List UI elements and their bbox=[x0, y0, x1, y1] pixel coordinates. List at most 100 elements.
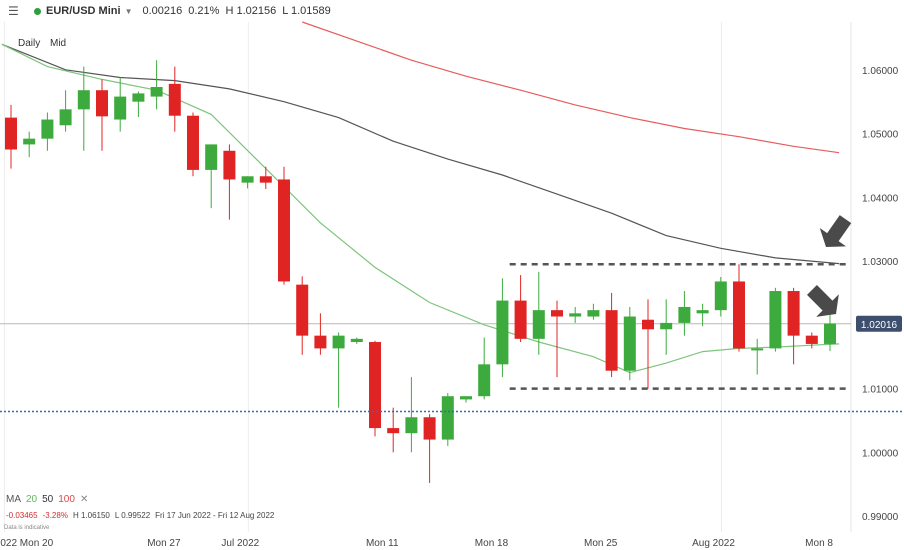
candle-up bbox=[714, 277, 727, 317]
y-tick-label: 1.06000 bbox=[862, 66, 899, 77]
candle-down bbox=[278, 166, 290, 285]
candle-down bbox=[314, 313, 327, 355]
range-dates: Fri 17 Jun 2022 - Fri 12 Aug 2022 bbox=[155, 511, 275, 520]
price-change-percent: 0.21% bbox=[188, 5, 220, 17]
ma-legend-20[interactable]: 20 bbox=[26, 494, 38, 505]
candle-down bbox=[387, 407, 400, 453]
candle-body bbox=[168, 83, 181, 116]
hamburger-icon[interactable]: ☰ bbox=[8, 4, 19, 18]
y-tick-label: 1.04000 bbox=[862, 193, 899, 204]
disclaimer: Data is indicative bbox=[4, 525, 50, 531]
candle-body bbox=[660, 322, 673, 330]
candle-up bbox=[769, 287, 782, 352]
candle-down bbox=[168, 66, 181, 132]
candle-body bbox=[824, 323, 836, 344]
chevron-down-icon[interactable]: ▼ bbox=[124, 6, 133, 16]
candle-body bbox=[478, 364, 491, 397]
candle-body bbox=[150, 87, 163, 97]
candle-body bbox=[551, 310, 563, 317]
candle-body bbox=[314, 335, 327, 349]
candle-up bbox=[496, 278, 509, 378]
candle-up bbox=[623, 306, 636, 381]
candle-up bbox=[660, 299, 673, 355]
chart-header: ☰ EUR/USD Mini ▼ 0.00216 0.21% H 1.02156… bbox=[0, 0, 904, 22]
candle-body bbox=[587, 310, 600, 317]
candle-body bbox=[241, 176, 254, 183]
candle-body bbox=[77, 90, 90, 110]
ma-legend-100[interactable]: 100 bbox=[58, 494, 75, 505]
range-low: L 0.99522 bbox=[114, 511, 151, 520]
candle-down bbox=[514, 275, 527, 343]
candle-down bbox=[805, 332, 818, 349]
candle-body bbox=[5, 117, 17, 150]
candle-down bbox=[296, 276, 309, 355]
candle-body bbox=[696, 310, 709, 314]
candle-body bbox=[605, 310, 618, 371]
candle-up bbox=[205, 144, 218, 209]
current-price-badge: 1.02016 bbox=[856, 315, 902, 332]
annotations bbox=[0, 215, 904, 413]
ma-50-line bbox=[1, 43, 840, 265]
y-tick-label: 1.00000 bbox=[862, 448, 899, 459]
y-tick-label: 1.05000 bbox=[862, 130, 899, 141]
period-selector[interactable]: Daily bbox=[18, 38, 41, 49]
candle-body bbox=[441, 396, 454, 440]
ma-100-line bbox=[302, 21, 840, 154]
candle-body bbox=[187, 115, 199, 170]
y-tick-label: 1.01000 bbox=[862, 385, 899, 396]
candle-body bbox=[387, 428, 400, 434]
candle-up bbox=[41, 112, 54, 151]
candle-body bbox=[769, 291, 782, 349]
candle-up bbox=[59, 90, 72, 132]
candle-body bbox=[41, 119, 54, 139]
candle-down bbox=[605, 292, 618, 378]
x-tick-label: Mon 25 bbox=[584, 538, 618, 549]
range-high: H 1.06150 bbox=[72, 511, 110, 520]
range-change-percent: -3.28% bbox=[42, 511, 68, 520]
range-change: -0.03465 bbox=[6, 511, 38, 520]
candle-body bbox=[332, 335, 345, 349]
arrow-shape bbox=[807, 285, 839, 317]
candle-up bbox=[751, 338, 764, 375]
candle-down bbox=[369, 340, 381, 437]
candle-down bbox=[5, 104, 17, 169]
x-tick-label: Mon 20 bbox=[20, 538, 54, 549]
candle-body bbox=[278, 179, 290, 282]
candle-body bbox=[23, 138, 36, 145]
candle-up bbox=[532, 271, 545, 355]
x-tick-label: Mon 18 bbox=[475, 538, 509, 549]
candle-body bbox=[514, 300, 527, 339]
instrument-name[interactable]: EUR/USD Mini bbox=[46, 5, 121, 17]
candle-body bbox=[59, 109, 72, 126]
candle-body bbox=[405, 417, 418, 434]
candle-body bbox=[805, 335, 818, 344]
candle-down bbox=[187, 112, 199, 177]
x-tick-label: Mon 8 bbox=[805, 538, 833, 549]
price-type-selector[interactable]: Mid bbox=[50, 38, 67, 49]
candle-up bbox=[405, 377, 418, 453]
x-tick-label: Aug 2022 bbox=[692, 538, 735, 549]
candle-down bbox=[96, 79, 108, 151]
candle-body bbox=[733, 281, 745, 349]
x-tick-label: Jun 2022 bbox=[0, 538, 17, 549]
candle-down bbox=[423, 414, 436, 483]
arrow-up-annotation bbox=[807, 285, 839, 317]
arrow-down-annotation bbox=[819, 215, 852, 247]
candle-up bbox=[587, 303, 600, 320]
arrow-shape bbox=[819, 215, 852, 247]
candle-up bbox=[696, 303, 709, 327]
candle-up bbox=[478, 337, 491, 400]
candle-down bbox=[259, 166, 272, 190]
close-icon[interactable]: ✕ bbox=[79, 494, 89, 505]
ma-legend-50[interactable]: 50 bbox=[42, 494, 54, 505]
candle-up bbox=[132, 91, 145, 117]
y-tick-label: 0.99000 bbox=[862, 512, 899, 523]
current-price-label: 1.02016 bbox=[861, 320, 898, 331]
candle-body bbox=[296, 284, 309, 336]
candle-up bbox=[569, 306, 582, 323]
candle-up bbox=[114, 77, 127, 132]
candle-down bbox=[223, 144, 236, 220]
candle-body bbox=[259, 176, 272, 183]
